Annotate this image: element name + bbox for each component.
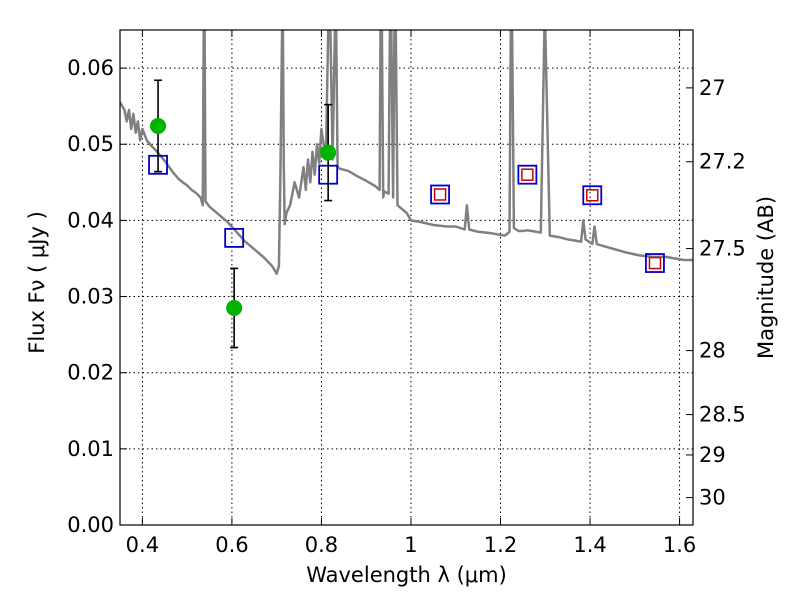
right-tick-label: 29 bbox=[699, 443, 726, 467]
plot-content bbox=[120, 30, 693, 349]
x-tick-label: 1 bbox=[404, 533, 417, 557]
model-point bbox=[582, 185, 603, 206]
model-point bbox=[517, 164, 538, 185]
right-tick-label: 27.5 bbox=[699, 237, 746, 261]
x-tick-label: 1.4 bbox=[573, 533, 606, 557]
x-tick-label: 0.4 bbox=[126, 533, 159, 557]
right-tick-label: 27.2 bbox=[699, 150, 746, 174]
upper-limit-point bbox=[433, 188, 447, 201]
model-point bbox=[645, 253, 665, 273]
y-tick-label: 0.02 bbox=[67, 361, 114, 385]
x-tick-label: 0.6 bbox=[215, 533, 248, 557]
x-tick-label: 1.6 bbox=[663, 533, 696, 557]
right-tick-label: 27 bbox=[699, 76, 726, 100]
right-tick-label: 28 bbox=[699, 339, 726, 363]
x-tick-label: 1.2 bbox=[484, 533, 517, 557]
model-point bbox=[224, 227, 245, 248]
axis-ticks: 0.4 0.6 0.8 1 1.2 1.4 1.6 0.00 0.01 0.02 0.03 0.04 0… bbox=[67, 30, 746, 557]
y-tick-label: 0.00 bbox=[67, 513, 114, 537]
upper-limit-point bbox=[586, 189, 599, 202]
right-tick-label: 30 bbox=[699, 486, 726, 510]
right-tick-label: 28.5 bbox=[699, 403, 746, 427]
model-point bbox=[430, 184, 450, 205]
y-axis-label: Flux Fν ( μJy ) bbox=[25, 211, 49, 354]
x-axis-label: Wavelength λ (μm) bbox=[306, 563, 507, 587]
observed-point bbox=[150, 117, 167, 134]
observed-point bbox=[226, 299, 243, 316]
plot-area bbox=[120, 30, 693, 349]
y-tick-label: 0.06 bbox=[67, 56, 114, 80]
spectrum-line bbox=[120, 30, 693, 275]
y-tick-label: 0.01 bbox=[67, 437, 114, 461]
x-tick-label: 0.8 bbox=[305, 533, 338, 557]
plot-frame bbox=[119, 29, 694, 526]
observed-point bbox=[320, 144, 337, 161]
right-axis-label: Magnitude (AB) bbox=[754, 196, 778, 359]
y-tick-label: 0.05 bbox=[67, 132, 114, 156]
y-tick-label: 0.04 bbox=[67, 208, 114, 232]
y-tick-label: 0.03 bbox=[67, 285, 114, 309]
upper-limit-point bbox=[521, 168, 534, 181]
upper-limit-point bbox=[648, 256, 662, 270]
